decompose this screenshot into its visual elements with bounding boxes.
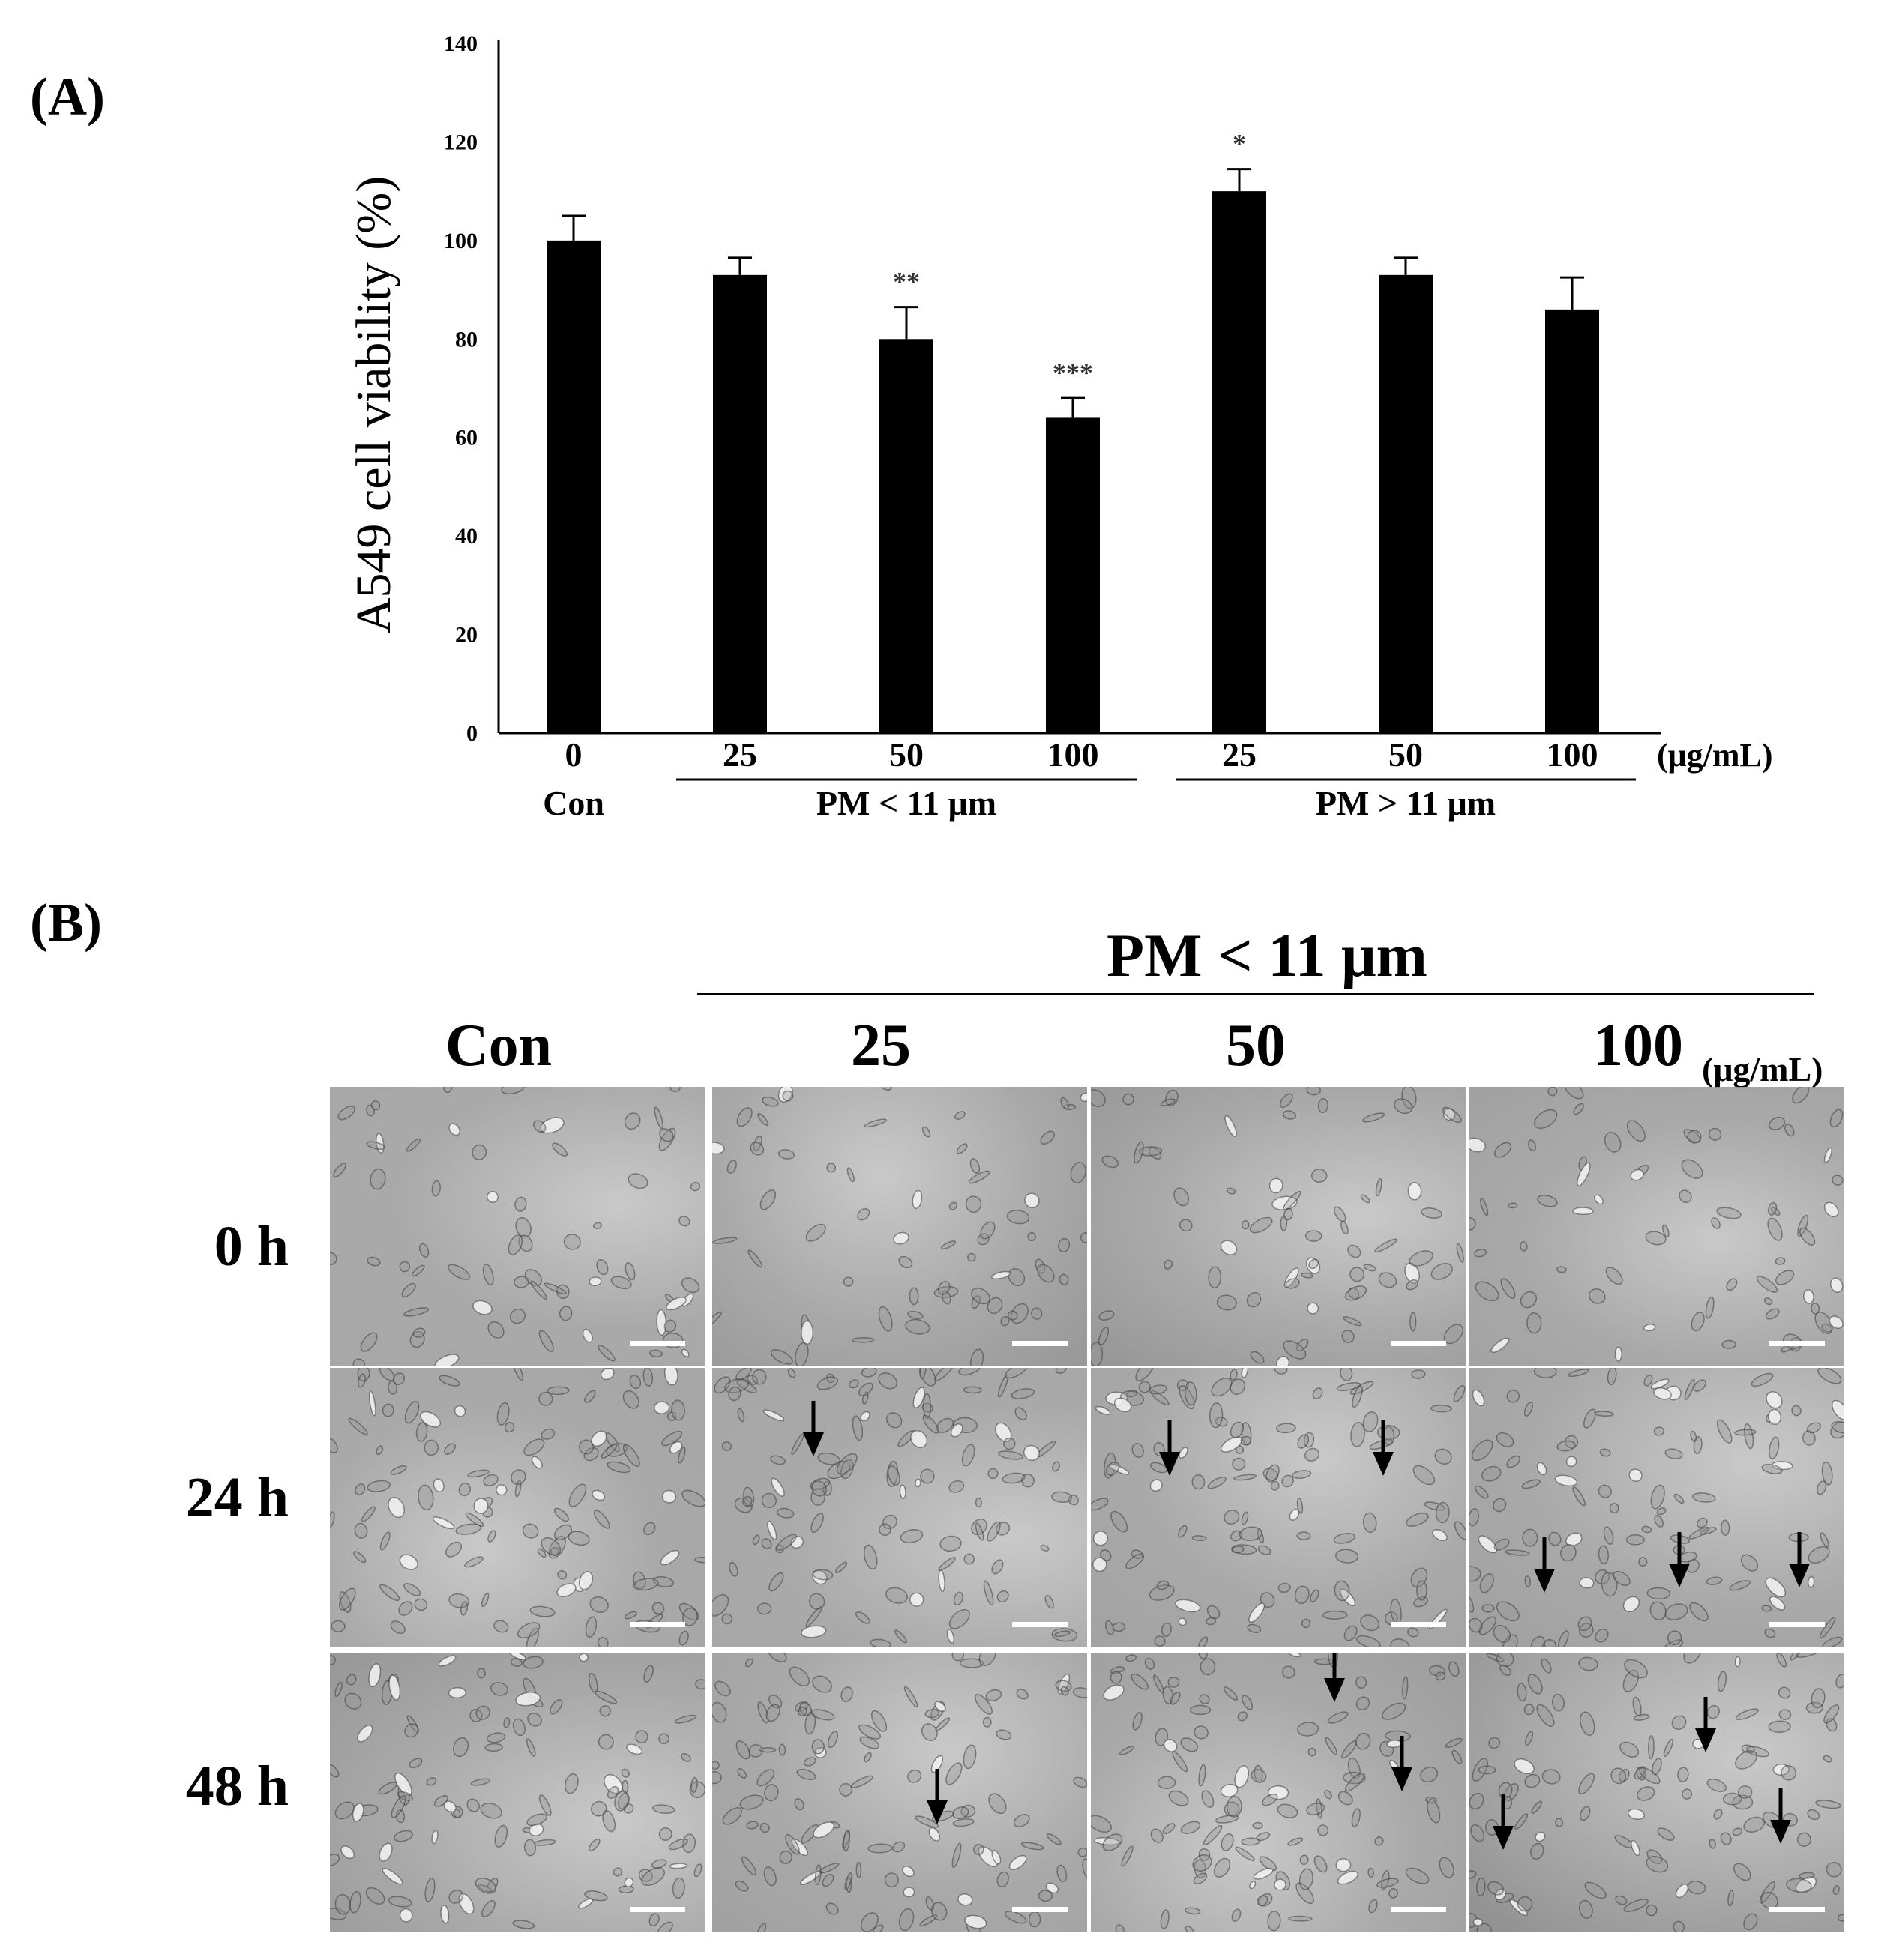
scale-bar (1012, 1907, 1068, 1912)
cell-texture (712, 1368, 1079, 1647)
scale-bar (1012, 1341, 1068, 1346)
y-tick-label: 60 (455, 426, 478, 450)
x-tick-label: 0 (565, 735, 583, 774)
arrow-icon (1770, 1788, 1791, 1845)
y-tick-label: 80 (455, 327, 478, 352)
arrow-icon (1669, 1531, 1690, 1587)
micrograph-image (1469, 1653, 1844, 1932)
group-header-text: PM < 11 μm (1107, 921, 1427, 989)
significance-marker: * (1233, 129, 1246, 159)
cell-texture (1091, 1087, 1464, 1366)
cell-texture (1091, 1653, 1463, 1932)
micrograph-image (1091, 1653, 1466, 1932)
bars: ****** (547, 129, 1599, 734)
cell-texture (1091, 1368, 1466, 1647)
arrow-icon (1373, 1420, 1394, 1476)
cell-texture (330, 1087, 701, 1366)
x-tick-label: 25 (723, 735, 757, 774)
significance-marker: *** (1053, 358, 1093, 388)
bar (879, 339, 933, 733)
bar (547, 240, 601, 733)
arrow-icon (1159, 1420, 1180, 1476)
column-label-50: 50 (1226, 1013, 1286, 1079)
group-header: PM < 11 μm (975, 920, 1559, 991)
cell-texture (330, 1653, 705, 1932)
y-tick-label: 120 (444, 130, 478, 154)
column-label-25: 25 (851, 1013, 911, 1079)
arrow-icon (803, 1400, 824, 1456)
bar (713, 274, 767, 733)
micrograph-image (330, 1087, 705, 1366)
x-tick-label: 100 (1547, 735, 1598, 774)
y-tick-label: 140 (444, 31, 478, 56)
scale-bar (630, 1907, 685, 1912)
arrow-icon (1324, 1653, 1345, 1702)
x-tick-label: 25 (1222, 735, 1257, 774)
cell-texture (1469, 1653, 1844, 1932)
scale-bar (1769, 1341, 1825, 1346)
row-label-24h: 24 h (185, 1466, 289, 1529)
group-label: Con (543, 784, 604, 822)
arrow-icon (1391, 1735, 1412, 1791)
micrograph-image (712, 1368, 1087, 1647)
scale-bar (630, 1341, 685, 1346)
group-header-underline (697, 993, 1814, 995)
cell-texture (330, 1368, 705, 1647)
row-label-48h: 48 h (185, 1755, 289, 1818)
panel-b-label: (B) (30, 893, 102, 953)
scale-bar (630, 1622, 685, 1627)
scale-bar (1391, 1907, 1446, 1912)
group-label: PM > 11 μm (1316, 784, 1496, 822)
bar (1379, 274, 1433, 733)
cell-texture (1469, 1087, 1844, 1362)
scale-bar (1391, 1622, 1446, 1627)
significance-marker: ** (893, 267, 920, 297)
y-tick-label: 100 (444, 229, 478, 253)
arrow-icon (1789, 1531, 1810, 1587)
micrograph-image (1469, 1368, 1844, 1647)
group-label: PM < 11 μm (816, 784, 996, 822)
micrograph-image (1091, 1087, 1466, 1366)
micrograph-image (1091, 1368, 1466, 1647)
x-tick-label: 50 (1388, 735, 1423, 774)
arrow-icon (1493, 1794, 1514, 1850)
y-tick-label: 0 (466, 721, 478, 746)
arrow-icon (1695, 1696, 1716, 1752)
bar (1046, 417, 1100, 733)
scale-bar (1391, 1341, 1446, 1346)
panel-a-label: (A) (30, 67, 105, 127)
arrow-icon (927, 1769, 948, 1825)
micrograph-image (1469, 1087, 1844, 1366)
scale-bar (1769, 1622, 1825, 1627)
column-label-con: Con (445, 1013, 553, 1079)
x-tick-label: 50 (889, 735, 924, 774)
unit-label: (μg/mL) (1702, 1050, 1823, 1088)
x-unit-label: (μg/mL) (1657, 737, 1772, 774)
arrow-icon (1534, 1537, 1555, 1593)
x-axis-labels: 0 25 50 100 25 50 100 (μg/mL) Con PM < 11 μm PM > … (543, 735, 1772, 822)
x-tick-label: 100 (1047, 735, 1099, 774)
scale-bar (1012, 1622, 1068, 1627)
bar (1545, 309, 1599, 733)
y-axis-title: A549 cell viability (%) (346, 176, 401, 633)
row-label-0h: 0 h (214, 1215, 289, 1278)
micrograph-image (330, 1653, 705, 1932)
column-label-100: 100 (1593, 1013, 1683, 1079)
micrograph-image (330, 1368, 705, 1647)
y-tick-label: 40 (455, 524, 478, 549)
cell-texture (712, 1087, 1087, 1366)
cell-texture (1469, 1368, 1844, 1647)
micrograph-image (712, 1087, 1087, 1366)
cell-texture (712, 1653, 1087, 1932)
scale-bar (1769, 1907, 1825, 1912)
bar (1212, 191, 1266, 734)
micrograph-image (712, 1653, 1087, 1932)
y-tick-label: 20 (455, 623, 478, 648)
